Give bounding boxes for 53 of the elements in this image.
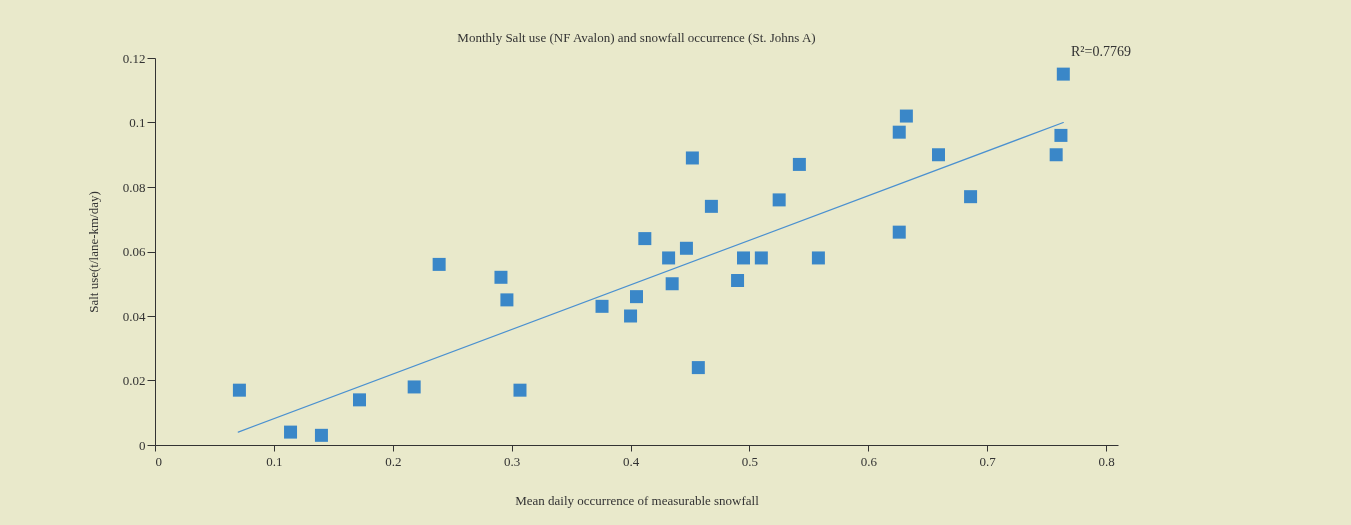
chart-title: Monthly Salt use (NF Avalon) and snowfall occurrence (St. Johns A) xyxy=(457,30,816,45)
point xyxy=(1049,148,1063,162)
point xyxy=(662,251,676,265)
x-tick-label: 0.6 xyxy=(860,453,878,469)
point xyxy=(811,251,825,265)
point xyxy=(232,383,246,397)
y-tick-label: 0.1 xyxy=(129,115,146,130)
x-tick-label: 0.1 xyxy=(266,453,283,469)
point xyxy=(691,361,705,375)
point xyxy=(899,109,913,123)
point xyxy=(624,309,638,323)
point xyxy=(314,428,328,442)
point xyxy=(665,277,679,291)
x-tick-label: 0 xyxy=(155,453,162,469)
point xyxy=(1056,67,1070,81)
x-tick-label: 0.5 xyxy=(741,453,759,469)
y-tick-label: 0.12 xyxy=(122,50,146,66)
y-tick-label: 0.02 xyxy=(122,373,146,388)
y-tick-label: 0.08 xyxy=(122,179,146,195)
point xyxy=(284,425,298,439)
point xyxy=(432,257,446,271)
point xyxy=(792,157,806,171)
y-tick-label: 0.06 xyxy=(122,244,146,259)
point xyxy=(704,199,718,213)
point xyxy=(630,290,643,304)
point xyxy=(685,151,699,165)
point xyxy=(1054,128,1068,142)
point xyxy=(964,190,978,204)
point xyxy=(407,380,421,394)
point xyxy=(754,251,768,265)
x-tick-label: 0.4 xyxy=(622,453,640,469)
y-tick-label: 0 xyxy=(139,437,146,453)
x-tick-label: 0.2 xyxy=(385,453,402,469)
point xyxy=(500,293,514,307)
point xyxy=(352,393,366,407)
point xyxy=(892,125,906,139)
x-tick-label: 0.8 xyxy=(1098,453,1115,469)
point xyxy=(931,148,945,162)
point xyxy=(494,270,508,284)
point xyxy=(892,225,906,239)
x-tick-label: 0.3 xyxy=(504,453,521,469)
point xyxy=(731,274,745,288)
x-axis-title: Mean daily occurrence of measurable snowfall xyxy=(515,492,760,508)
annotation: R²=0.7769 xyxy=(1071,44,1131,59)
point xyxy=(595,299,609,313)
point xyxy=(638,232,652,246)
y-tick-label: 0.04 xyxy=(122,308,146,324)
point xyxy=(513,383,527,397)
point xyxy=(737,251,750,265)
y-axis-title: Salt use(t/lane-km/day) xyxy=(85,191,101,313)
point xyxy=(679,241,693,255)
point xyxy=(772,193,786,207)
x-tick-label: 0.7 xyxy=(979,453,997,469)
